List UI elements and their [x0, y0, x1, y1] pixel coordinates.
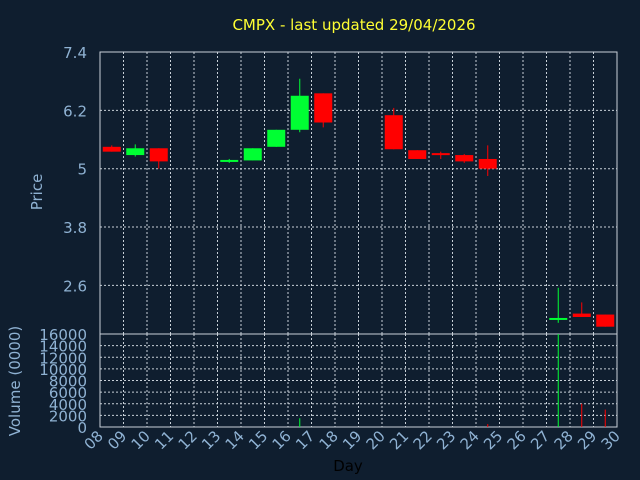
x-tick-label: 27: [527, 427, 553, 453]
x-tick-label: 14: [222, 427, 248, 453]
x-tick-label: 16: [269, 427, 295, 453]
chart-title: CMPX - last updated 29/04/2026: [232, 16, 475, 34]
volume-tick-label: 8000: [49, 373, 87, 391]
x-tick-label: 15: [245, 427, 271, 453]
candle-09: [126, 144, 145, 157]
x-tick-label: 12: [175, 427, 201, 453]
candle-body: [455, 155, 474, 162]
candle-body: [408, 150, 427, 159]
candle-10: [149, 148, 168, 169]
volume-tick-label: 10000: [39, 361, 87, 379]
candle-body: [220, 159, 239, 162]
candle-body: [290, 95, 309, 130]
price-tick-label: 7.4: [63, 44, 87, 62]
price-tick-label: 5: [77, 161, 87, 179]
candle-24: [478, 145, 497, 176]
candle-14: [243, 148, 262, 161]
candle-body: [431, 153, 450, 156]
volume-tick-label: 12000: [39, 349, 87, 367]
x-tick-label: 22: [410, 427, 436, 453]
x-tick-label: 20: [363, 427, 389, 453]
x-tick-label: 17: [292, 427, 318, 453]
x-axis-label: Day: [333, 457, 363, 475]
price-tick-label: 3.8: [63, 219, 87, 237]
candle-22: [431, 151, 450, 159]
x-tick-label: 21: [386, 427, 412, 453]
candle-23: [455, 154, 474, 163]
x-tick-label: 10: [128, 427, 154, 453]
x-tick-label: 19: [339, 427, 365, 453]
candle-body: [596, 314, 615, 327]
volume-axis-label: Volume (0000): [6, 326, 24, 436]
x-tick-label: 30: [598, 427, 624, 453]
volume-tick-label: 4000: [49, 396, 87, 414]
price-axis-label: Price: [28, 174, 46, 211]
candle-08: [102, 145, 121, 152]
candle-16: [290, 78, 309, 133]
price-tick-label: 2.6: [63, 277, 87, 295]
candle-body: [549, 317, 568, 320]
x-axis-ticks: 0809101112131415161718192021222324252627…: [81, 427, 624, 453]
candle-body: [478, 158, 497, 169]
volume-tick-label: 0: [77, 419, 87, 437]
candle-body: [102, 146, 121, 152]
volume-tick-label: 2000: [49, 407, 87, 425]
candle-20: [384, 107, 403, 150]
candle-body: [572, 313, 591, 317]
candle-17: [314, 93, 333, 128]
candle-15: [267, 129, 286, 147]
candle-body: [267, 129, 286, 147]
x-tick-label: 28: [551, 427, 577, 453]
x-tick-label: 11: [151, 427, 177, 453]
x-tick-label: 26: [504, 427, 530, 453]
candle-13: [220, 158, 239, 163]
candle-body: [384, 115, 403, 150]
candle-28: [572, 302, 591, 317]
candle-21: [408, 150, 427, 159]
candle-27: [549, 287, 568, 323]
volume-tick-label: 14000: [39, 338, 87, 356]
x-tick-label: 18: [316, 427, 342, 453]
x-tick-label: 25: [480, 427, 506, 453]
candle-body: [243, 148, 262, 161]
x-tick-label: 29: [574, 427, 600, 453]
x-tick-label: 13: [198, 427, 224, 453]
x-tick-label: 24: [457, 427, 483, 453]
x-tick-label: 23: [433, 427, 459, 453]
candle-body: [314, 93, 333, 123]
candle-29: [596, 314, 615, 327]
volume-tick-label: 16000: [39, 326, 87, 344]
candle-body: [126, 148, 145, 156]
volume-tick-label: 6000: [49, 384, 87, 402]
candle-body: [149, 148, 168, 162]
x-tick-label: 09: [104, 427, 130, 453]
price-panel: 2.6 3.8 5 6.2 7.4: [63, 44, 618, 335]
price-tick-label: 6.2: [63, 102, 87, 120]
